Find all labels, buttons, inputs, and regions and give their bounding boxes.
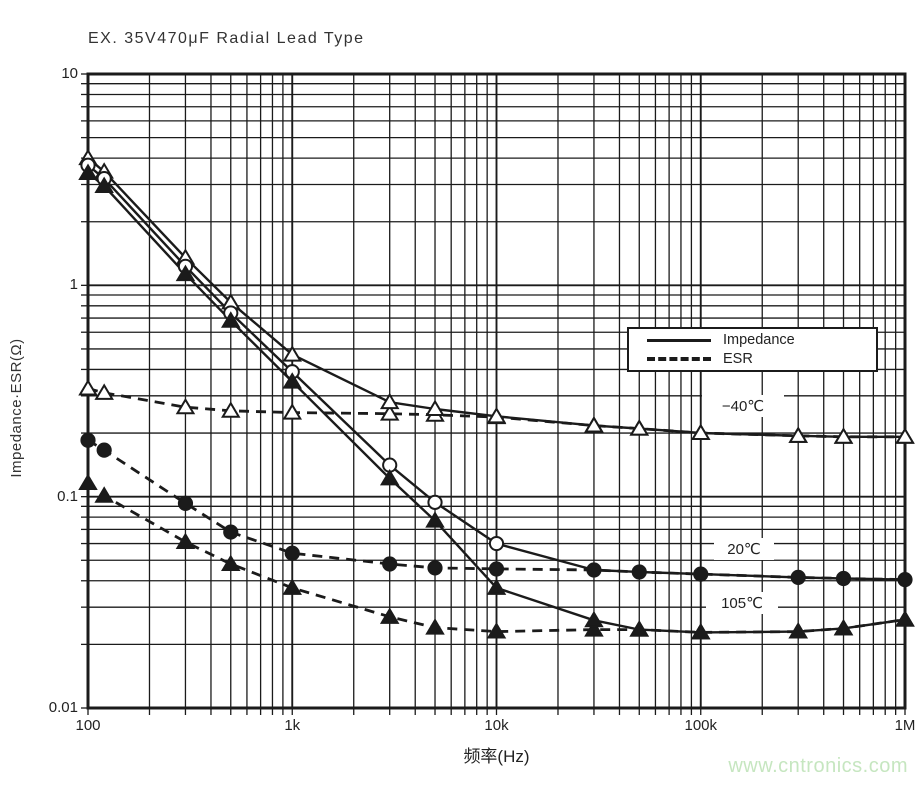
triangle-filled-marker xyxy=(788,622,808,639)
triangle-filled-marker xyxy=(282,372,303,389)
triangle-filled-marker xyxy=(282,578,303,595)
triangle-filled-marker xyxy=(629,620,650,637)
triangle-filled-marker xyxy=(175,532,196,550)
triangle-filled-marker xyxy=(425,618,445,635)
dashed-line-icon xyxy=(647,357,711,361)
triangle-filled-marker xyxy=(78,473,98,491)
circle-filled-marker xyxy=(96,442,112,458)
circle-filled-marker xyxy=(284,545,300,561)
y-axis-label: Impedance·ESR(Ω) xyxy=(8,338,25,478)
circle-filled-marker xyxy=(427,560,443,576)
legend-entry-impedance: Impedance xyxy=(647,332,876,348)
triangle-filled-marker xyxy=(379,468,400,486)
legend-label-esr: ESR xyxy=(723,351,753,367)
circle-filled-marker xyxy=(382,556,398,572)
triangle-open-marker xyxy=(788,426,808,443)
solid-line-icon xyxy=(647,338,711,342)
curve-label-minus40c: −40℃ xyxy=(702,395,784,417)
y-tick-label: 1 xyxy=(69,276,78,294)
triangle-filled-marker xyxy=(833,618,854,636)
watermark-text: www.cntronics.com xyxy=(728,755,908,777)
circle-filled-marker xyxy=(177,495,194,511)
chart-title: EX. 35V470μF Radial Lead Type xyxy=(88,30,365,47)
circle-filled-marker xyxy=(631,564,647,580)
triangle-open-marker xyxy=(379,404,400,421)
triangle-open-marker xyxy=(690,423,711,441)
y-tick-label: 0.1 xyxy=(57,487,78,505)
triangle-open-marker xyxy=(282,403,303,420)
triangle-open-marker xyxy=(175,397,196,415)
triangle-filled-marker xyxy=(486,578,507,595)
triangle-filled-marker xyxy=(425,511,445,528)
series-line-esr-20c xyxy=(87,439,906,581)
circle-filled-marker xyxy=(488,561,505,577)
triangle-open-marker xyxy=(282,345,303,362)
legend-label-impedance: Impedance xyxy=(723,332,795,348)
legend-entry-esr: ESR xyxy=(647,351,876,367)
triangle-filled-marker xyxy=(94,486,114,503)
series-line-impedance-20c xyxy=(87,164,906,581)
series-line-esr-minus40c xyxy=(87,387,905,439)
x-tick-label: 100k xyxy=(684,717,718,734)
triangle-open-marker xyxy=(584,416,604,433)
x-tick-label: 10k xyxy=(484,717,509,734)
triangle-filled-marker xyxy=(584,610,604,628)
circle-filled-marker xyxy=(790,569,806,585)
circle-open-marker xyxy=(488,535,505,552)
series-line-impedance-minus40c xyxy=(87,157,905,438)
y-tick-label: 0.01 xyxy=(48,699,78,716)
series-line-impedance-105c xyxy=(87,172,906,634)
y-tick-label: 10 xyxy=(61,65,78,82)
triangle-open-marker xyxy=(629,419,650,436)
triangle-filled-marker xyxy=(486,622,507,639)
triangle-open-marker xyxy=(379,392,400,410)
triangle-open-marker xyxy=(895,427,915,444)
legend-box: Impedance ESR xyxy=(627,327,878,372)
triangle-filled-marker xyxy=(895,610,915,627)
circle-filled-marker xyxy=(223,524,239,540)
triangle-open-marker xyxy=(78,379,98,396)
triangle-open-marker xyxy=(425,399,445,416)
x-axis-label: 频率(Hz) xyxy=(463,747,530,766)
circle-filled-marker xyxy=(897,572,913,588)
triangle-filled-marker xyxy=(78,163,98,181)
triangle-filled-marker xyxy=(221,554,241,572)
triangle-open-marker xyxy=(486,406,507,424)
x-tick-label: 1M xyxy=(894,717,916,734)
triangle-open-marker xyxy=(221,401,241,418)
triangle-filled-marker xyxy=(175,264,196,282)
x-tick-label: 1k xyxy=(284,717,301,734)
triangle-filled-marker xyxy=(584,620,604,637)
triangle-filled-marker xyxy=(379,607,400,624)
triangle-filled-marker xyxy=(94,176,114,194)
curve-label-20c: 20℃ xyxy=(714,538,774,560)
circle-filled-marker xyxy=(835,570,852,587)
triangle-filled-marker xyxy=(221,311,241,328)
curve-label-105c: 105℃ xyxy=(706,592,778,614)
circle-filled-marker xyxy=(586,562,602,578)
x-tick-label: 100 xyxy=(75,717,101,734)
circle-open-marker xyxy=(427,494,443,510)
circle-filled-marker xyxy=(80,432,96,448)
triangle-filled-marker xyxy=(690,622,711,640)
triangle-open-marker xyxy=(833,427,854,444)
triangle-open-marker xyxy=(94,383,114,400)
circle-filled-marker xyxy=(693,566,709,582)
